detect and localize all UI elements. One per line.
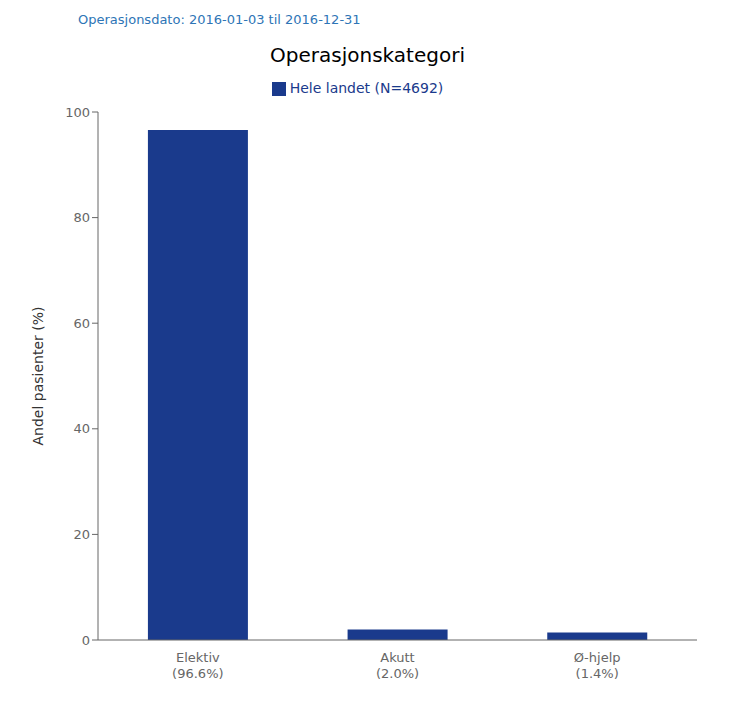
- svg-text:Akutt(2.0%): Akutt(2.0%): [376, 650, 419, 681]
- svg-text:Andel pasienter (%): Andel pasienter (%): [30, 307, 46, 446]
- html-text:Operasjonsdato: 2016-01-03 til: Operasjonsdato: 2016-01-03 til 2016-12-3…: [78, 12, 361, 27]
- svg-text:20: 20: [73, 527, 90, 542]
- svg-text:Ø-hjelp(1.4%): Ø-hjelp(1.4%): [574, 650, 621, 681]
- svg-text:80: 80: [73, 210, 90, 225]
- svg-text:Elektiv(96.6%): Elektiv(96.6%): [172, 650, 223, 681]
- svg-text:60: 60: [73, 316, 90, 331]
- html-text:Hele landet (N=4692): Hele landet (N=4692): [289, 80, 444, 96]
- svg-text:40: 40: [73, 421, 90, 436]
- html-text:Operasjonskategori: Operasjonskategori: [270, 43, 465, 67]
- svg-text:0: 0: [82, 633, 90, 648]
- svg-text:100: 100: [65, 105, 90, 120]
